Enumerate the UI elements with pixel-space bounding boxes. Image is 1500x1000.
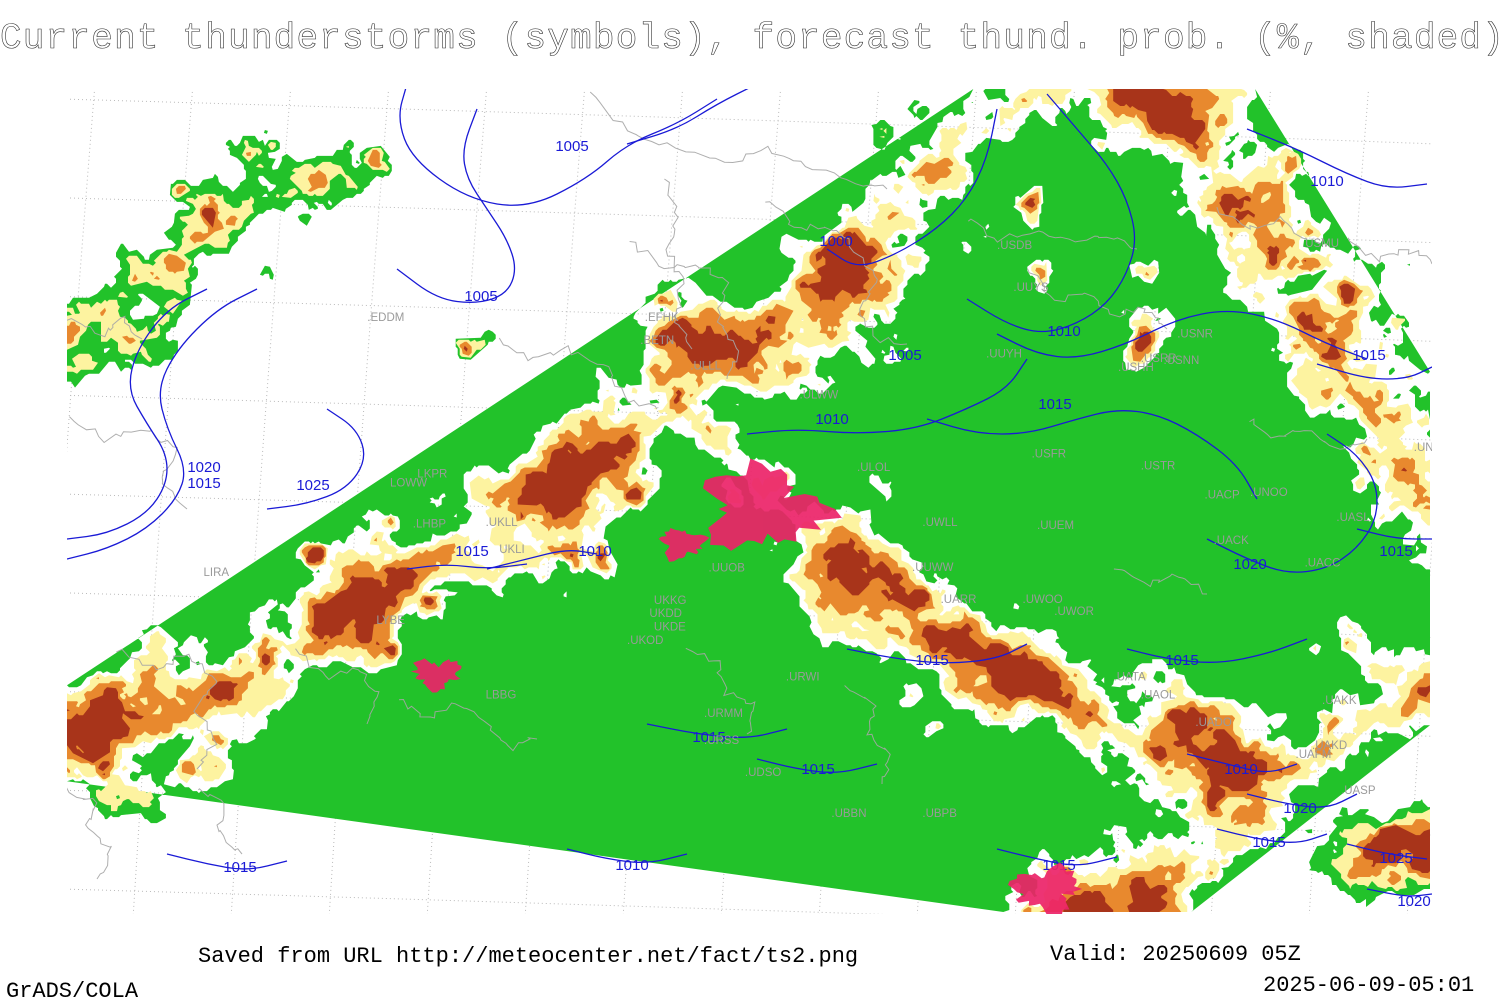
svg-text:.UUOB: .UUOB	[709, 562, 746, 574]
svg-text:1015: 1015	[1165, 652, 1198, 669]
svg-text:1020: 1020	[1397, 893, 1430, 910]
svg-text:UKDE: UKDE	[654, 621, 686, 633]
svg-text:1020: 1020	[1283, 800, 1316, 817]
svg-text:.UUWW: .UUWW	[912, 562, 954, 574]
svg-text:1005: 1005	[888, 347, 921, 364]
svg-text:UKKG: UKKG	[654, 595, 687, 607]
svg-text:.UWOR: .UWOR	[1054, 606, 1094, 618]
svg-text:.UACK: .UACK	[1214, 535, 1249, 547]
svg-text:.ULOL: .ULOL	[857, 462, 891, 474]
svg-text:.UUYH: .UUYH	[986, 348, 1022, 360]
svg-text:1015: 1015	[1252, 834, 1285, 851]
svg-text:1010: 1010	[1224, 761, 1257, 778]
svg-text:.UAKD: .UAKD	[1312, 740, 1347, 752]
svg-text:.USNR: .USNR	[1177, 328, 1213, 340]
svg-text:.EDDM: .EDDM	[367, 312, 404, 324]
svg-text:1025: 1025	[296, 477, 329, 494]
svg-text:.EFHK: .EFHK	[645, 312, 679, 324]
svg-text:.UAOL: .UAOL	[1141, 690, 1176, 702]
svg-text:.UUEM: .UUEM	[1037, 520, 1074, 532]
svg-text:.USTR: .USTR	[1141, 460, 1176, 472]
svg-text:.LHBP: .LHBP	[413, 519, 447, 531]
svg-text:1010: 1010	[1047, 323, 1080, 340]
svg-text:1005: 1005	[555, 138, 588, 155]
svg-text:.UBPB: .UBPB	[922, 808, 957, 820]
svg-text:.UNNT: .UNNT	[1414, 442, 1432, 454]
svg-text:UKLI: UKLI	[499, 544, 525, 556]
svg-text:.UUYS: .UUYS	[1013, 282, 1048, 294]
svg-text:LOWW: LOWW	[390, 478, 427, 490]
svg-text:.UARR: .UARR	[941, 594, 977, 606]
svg-text:.UWLL: .UWLL	[922, 517, 958, 529]
svg-text:.UKLL: .UKLL	[486, 517, 519, 529]
svg-text:1020: 1020	[1233, 556, 1266, 573]
svg-text:.USHH: .USHH	[1118, 362, 1154, 374]
svg-text:.UBBN: .UBBN	[831, 808, 866, 820]
svg-text:1015: 1015	[801, 761, 834, 778]
svg-text:LIRA: LIRA	[204, 567, 230, 579]
svg-text:.UACC: .UACC	[1305, 558, 1341, 570]
svg-text:1015: 1015	[1352, 347, 1385, 364]
svg-text:1015: 1015	[223, 859, 256, 876]
svg-text:1000: 1000	[819, 233, 852, 250]
svg-text:.URSS: .URSS	[704, 735, 739, 747]
svg-text:.ULLL: .ULLL	[690, 360, 721, 372]
svg-text:.URWI: .URWI	[786, 672, 820, 684]
svg-text:1005: 1005	[464, 288, 497, 305]
svg-text:.UDSO: .UDSO	[745, 767, 781, 779]
svg-text:.UASP: .UASP	[1341, 785, 1376, 797]
svg-text:.URMM: .URMM	[704, 708, 743, 720]
svg-text:1015: 1015	[1379, 543, 1412, 560]
svg-text:.UACP: .UACP	[1205, 490, 1240, 502]
svg-text:.USNN: .USNN	[1164, 355, 1200, 367]
svg-text:1015: 1015	[187, 475, 220, 492]
svg-text:.ULWW: .ULWW	[800, 389, 839, 401]
svg-text:.USFR: .USFR	[1032, 449, 1067, 461]
svg-text:1020: 1020	[187, 459, 220, 476]
svg-text:.USDB: .USDB	[997, 240, 1032, 252]
svg-text:1015: 1015	[915, 652, 948, 669]
svg-text:.UKOD: .UKOD	[627, 635, 663, 647]
svg-text:1010: 1010	[615, 857, 648, 874]
svg-text:1015: 1015	[1038, 396, 1071, 413]
svg-text:LBBG: LBBG	[486, 690, 517, 702]
svg-text:.USMU: .USMU	[1302, 238, 1339, 250]
svg-text:.UNOO: .UNOO	[1250, 487, 1288, 499]
svg-text:.UWOO: .UWOO	[1023, 594, 1063, 606]
svg-text:.UADO: .UADO	[1195, 717, 1231, 729]
svg-text:1010: 1010	[815, 411, 848, 428]
svg-text:1010: 1010	[578, 543, 611, 560]
svg-text:.BETN: .BETN	[640, 335, 674, 347]
svg-text:.UASL: .UASL	[1336, 512, 1370, 524]
svg-text:.UATA: .UATA	[1114, 672, 1146, 684]
svg-text:1015: 1015	[455, 543, 488, 560]
svg-text:LYBE: LYBE	[376, 615, 405, 627]
svg-text:UKDD: UKDD	[649, 608, 682, 620]
svg-text:.UAKK: .UAKK	[1322, 695, 1357, 707]
svg-text:1025: 1025	[1379, 850, 1412, 867]
svg-text:1010: 1010	[1310, 173, 1343, 190]
